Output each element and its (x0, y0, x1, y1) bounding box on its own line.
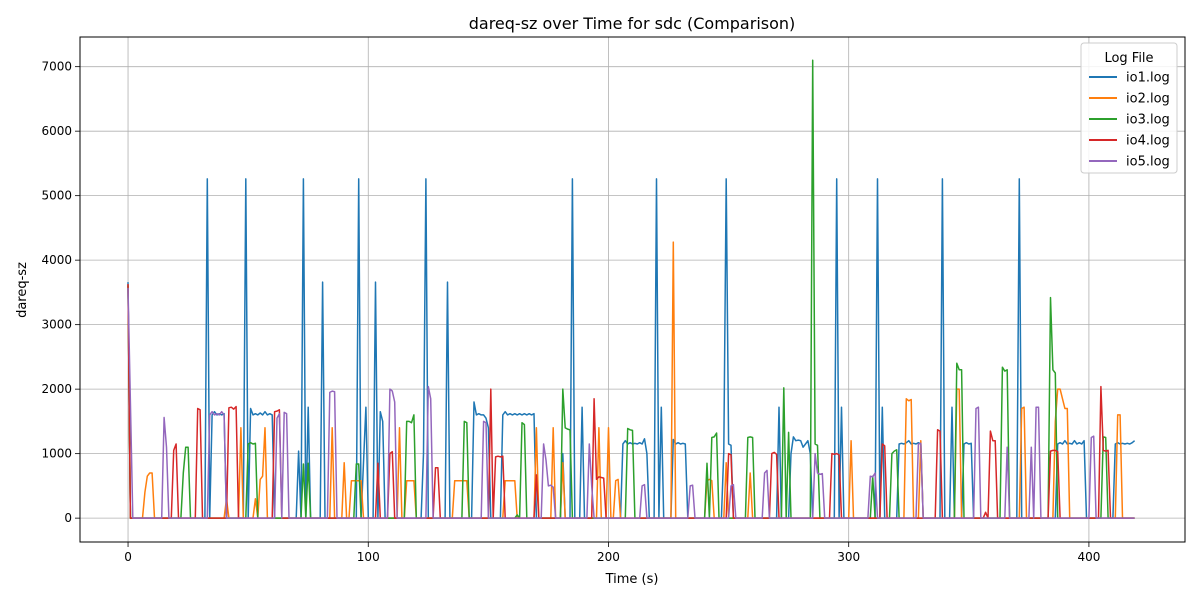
legend-label-1: io1.log (1126, 71, 1170, 86)
legend-label-4: io4.log (1126, 134, 1170, 149)
x-axis-label: Time (s) (605, 572, 659, 587)
y-tick-label: 3000 (41, 318, 72, 332)
legend-title: Log File (1104, 51, 1153, 66)
series-lines (127, 59, 1136, 519)
legend-label-5: io5.log (1126, 155, 1170, 170)
x-tick-label: 400 (1077, 550, 1100, 564)
legend: Log File io1.log io2.log io3.log io4.log io5… (1080, 42, 1178, 174)
x-tick-label: 100 (357, 550, 380, 564)
x-tick-label: 300 (837, 550, 860, 564)
y-tick-label: 4000 (41, 253, 72, 267)
y-tick-label: 1000 (41, 447, 72, 461)
axes: 0 100 200 300 400010002000300040005000600070… (41, 60, 1100, 564)
series-line-5 (127, 287, 1135, 519)
x-tick-label: 0 (124, 550, 132, 564)
y-tick-label: 0 (64, 511, 72, 525)
y-axis-label: dareq-sz (15, 262, 30, 318)
y-tick-label: 5000 (41, 189, 72, 203)
x-tick-label: 200 (597, 550, 620, 564)
chart-title: dareq-sz over Time for sdc (Comparison) (469, 14, 796, 33)
y-tick-label: 2000 (41, 382, 72, 396)
legend-label-2: io2.log (1126, 92, 1170, 107)
y-tick-label: 6000 (41, 124, 72, 138)
y-tick-label: 7000 (41, 60, 72, 74)
plot-area-frame (79, 36, 1186, 543)
legend-label-3: io3.log (1126, 113, 1170, 128)
